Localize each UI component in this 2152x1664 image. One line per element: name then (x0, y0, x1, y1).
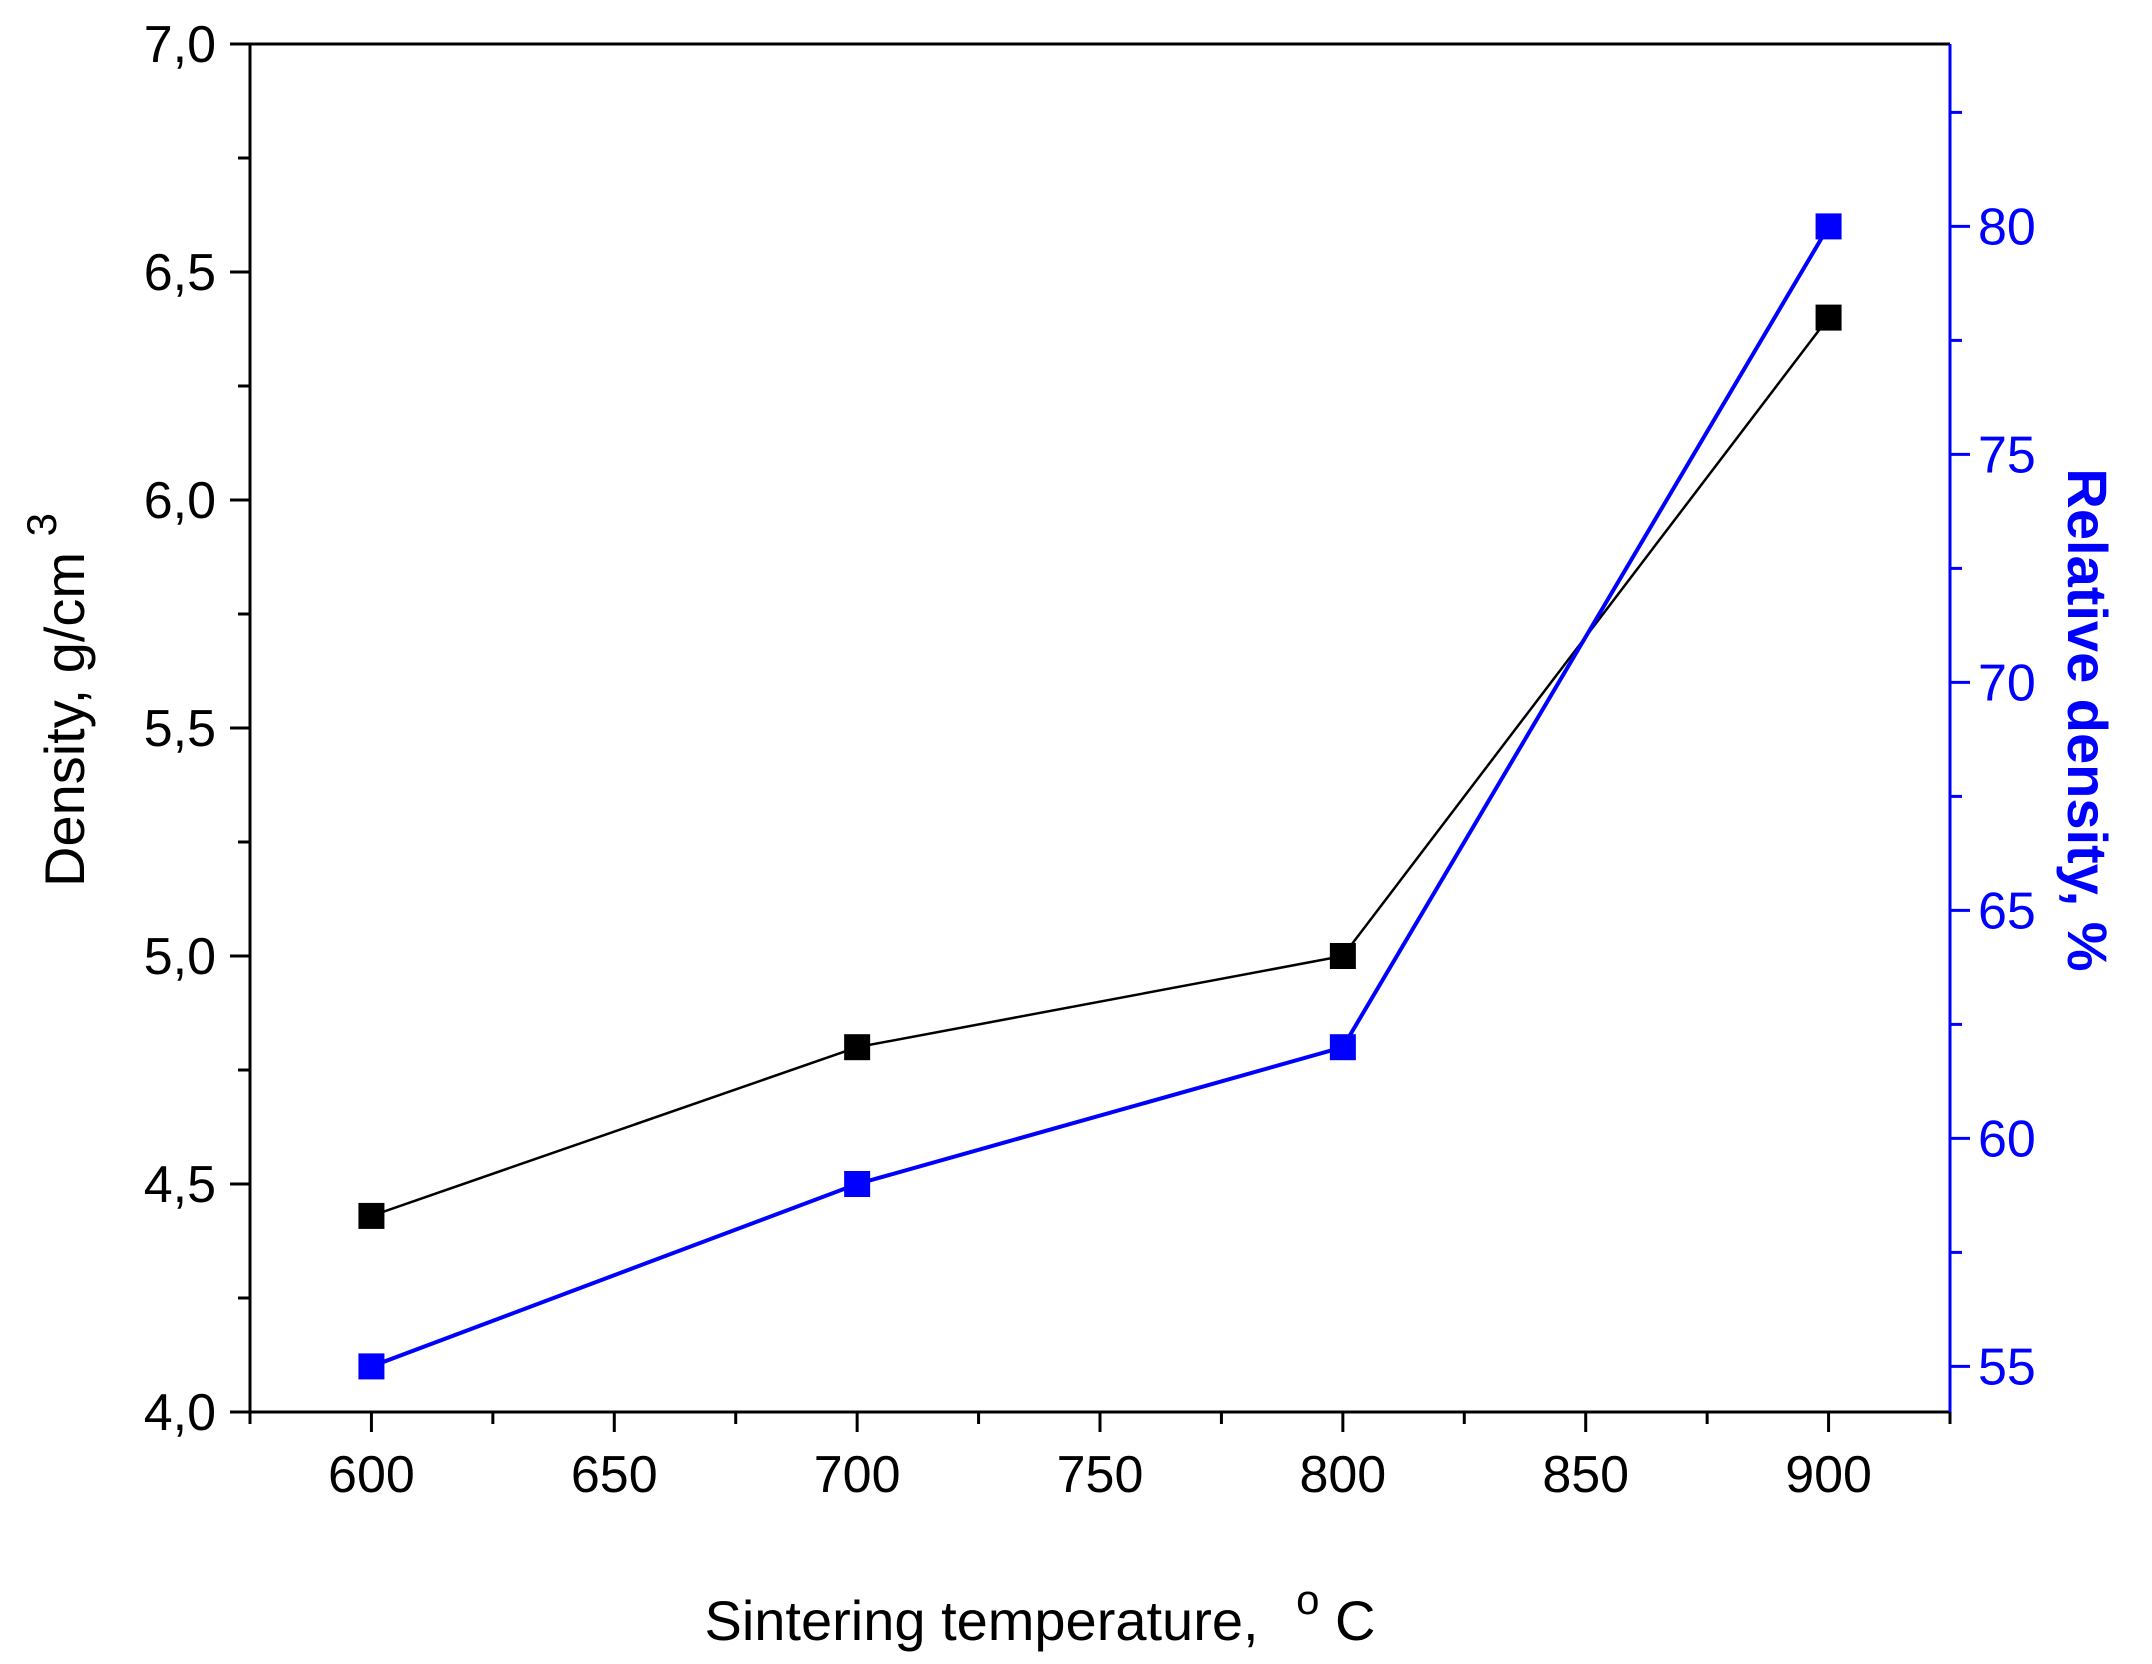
data-point-density (844, 1034, 871, 1061)
y-tick-label: 7,0 (144, 16, 216, 74)
y2-tick-label: 60 (1978, 1110, 2036, 1168)
x-tick-label: 650 (571, 1446, 658, 1504)
series-line-density (371, 316, 1830, 1218)
y-axis-title-text: Density, g/cm (33, 552, 96, 887)
x-axis-title-superscript: o (1296, 1576, 1319, 1623)
y-tick-label: 5,5 (144, 700, 216, 758)
y-tick-label: 4,5 (144, 1156, 216, 1214)
x-axis-title-unit: C (1335, 1589, 1375, 1652)
y2-tick-label: 80 (1978, 198, 2036, 256)
data-point-density (358, 1202, 385, 1229)
data-point-relative-density (1815, 213, 1842, 240)
data-point-density (1815, 304, 1842, 331)
x-tick-label: 600 (328, 1446, 415, 1504)
y2-axis-title: Relative density, % (2056, 468, 2119, 971)
tick-labels: 600 650 700 750 800 850 900 4,0 4,5 5,0 5,5 6,0 6,5 7… (144, 16, 2036, 1504)
axis-ticks (230, 42, 1970, 1432)
y2-tick-label: 75 (1978, 426, 2036, 484)
y-tick-label: 6,5 (144, 244, 216, 302)
plot-frame (248, 42, 1952, 1414)
y-axis-title: Density, g/cm 3 (18, 513, 96, 887)
y2-tick-label: 65 (1978, 882, 2036, 940)
x-axis-title: Sintering temperature, o C (704, 1563, 1375, 1652)
y-tick-label: 5,0 (144, 928, 216, 986)
y2-tick-label: 70 (1978, 654, 2036, 712)
x-tick-label: 800 (1299, 1446, 1386, 1504)
x-tick-label: 850 (1542, 1446, 1629, 1504)
series-line-relative-density (370, 225, 1831, 1369)
data-point-density (1329, 943, 1356, 969)
series-group (358, 213, 1842, 1380)
data-point-relative-density (358, 1353, 385, 1380)
y2-axis-title-text: Relative density, % (2056, 468, 2119, 971)
data-point-relative-density (844, 1171, 871, 1197)
y2-tick-label: 55 (1978, 1338, 2036, 1396)
x-tick-label: 900 (1785, 1446, 1872, 1504)
y-axis-title-superscript: 3 (18, 513, 65, 536)
x-axis-title-text: Sintering temperature, (704, 1589, 1258, 1652)
x-tick-label: 750 (1057, 1446, 1144, 1504)
data-point-relative-density (1329, 1034, 1356, 1061)
y-tick-label: 4,0 (144, 1384, 216, 1442)
x-tick-label: 700 (814, 1446, 901, 1504)
y-tick-label: 6,0 (144, 472, 216, 530)
